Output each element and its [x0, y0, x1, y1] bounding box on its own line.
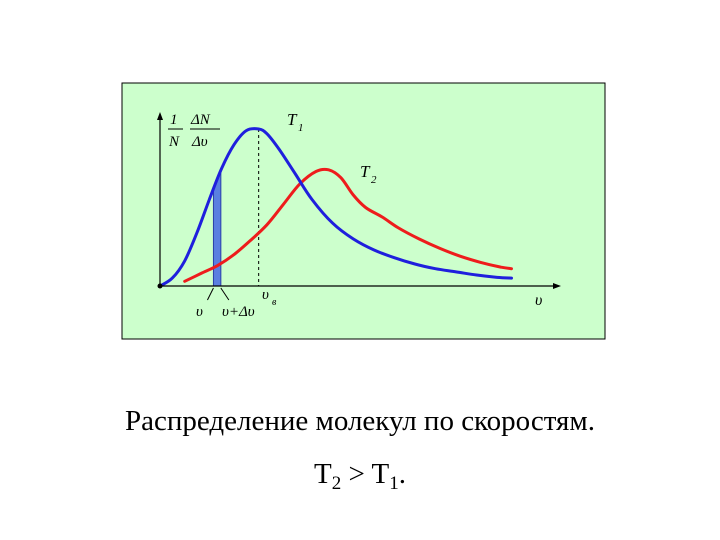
xlabel: υ: [535, 292, 542, 309]
y-axis-arrow: [157, 112, 163, 120]
caption-t1: T: [371, 458, 390, 490]
caption-gt: >: [341, 458, 372, 490]
ylabel-num-1: 1: [170, 112, 178, 128]
series-t2-label: T: [360, 162, 371, 181]
band-right-label: υ+Δυ: [222, 304, 255, 320]
series-t2-label-sub: 2: [371, 174, 377, 186]
series-t1-line: [158, 127, 513, 288]
band-left-pointer: [206, 287, 214, 301]
caption-line-1: Распределение молекул по скоростям.: [124, 405, 596, 437]
origin-dot: [157, 283, 163, 289]
series-t2-line: [183, 167, 513, 283]
x-axis-arrow: [553, 283, 561, 289]
caption-line-2: T2 > T1.: [0, 458, 720, 495]
ylabel-num-2: ΔN: [190, 112, 211, 128]
ylabel-den-2: Δυ: [191, 134, 208, 150]
peak-speed-label-sub: в: [272, 297, 277, 308]
peak-speed-label: υ: [262, 287, 269, 303]
caption-t2-sub: 2: [331, 473, 342, 494]
caption-t1-sub: 1: [389, 473, 399, 494]
band-right-pointer: [220, 287, 230, 301]
series-t1-label-sub: 1: [298, 122, 304, 134]
series-t1-label: T: [287, 110, 298, 129]
caption-dot: .: [398, 458, 407, 490]
chart-panel: [121, 82, 606, 340]
band-left-label: υ: [196, 304, 203, 320]
caption-t2: T: [313, 458, 332, 490]
ylabel-den-1: N: [168, 134, 180, 150]
